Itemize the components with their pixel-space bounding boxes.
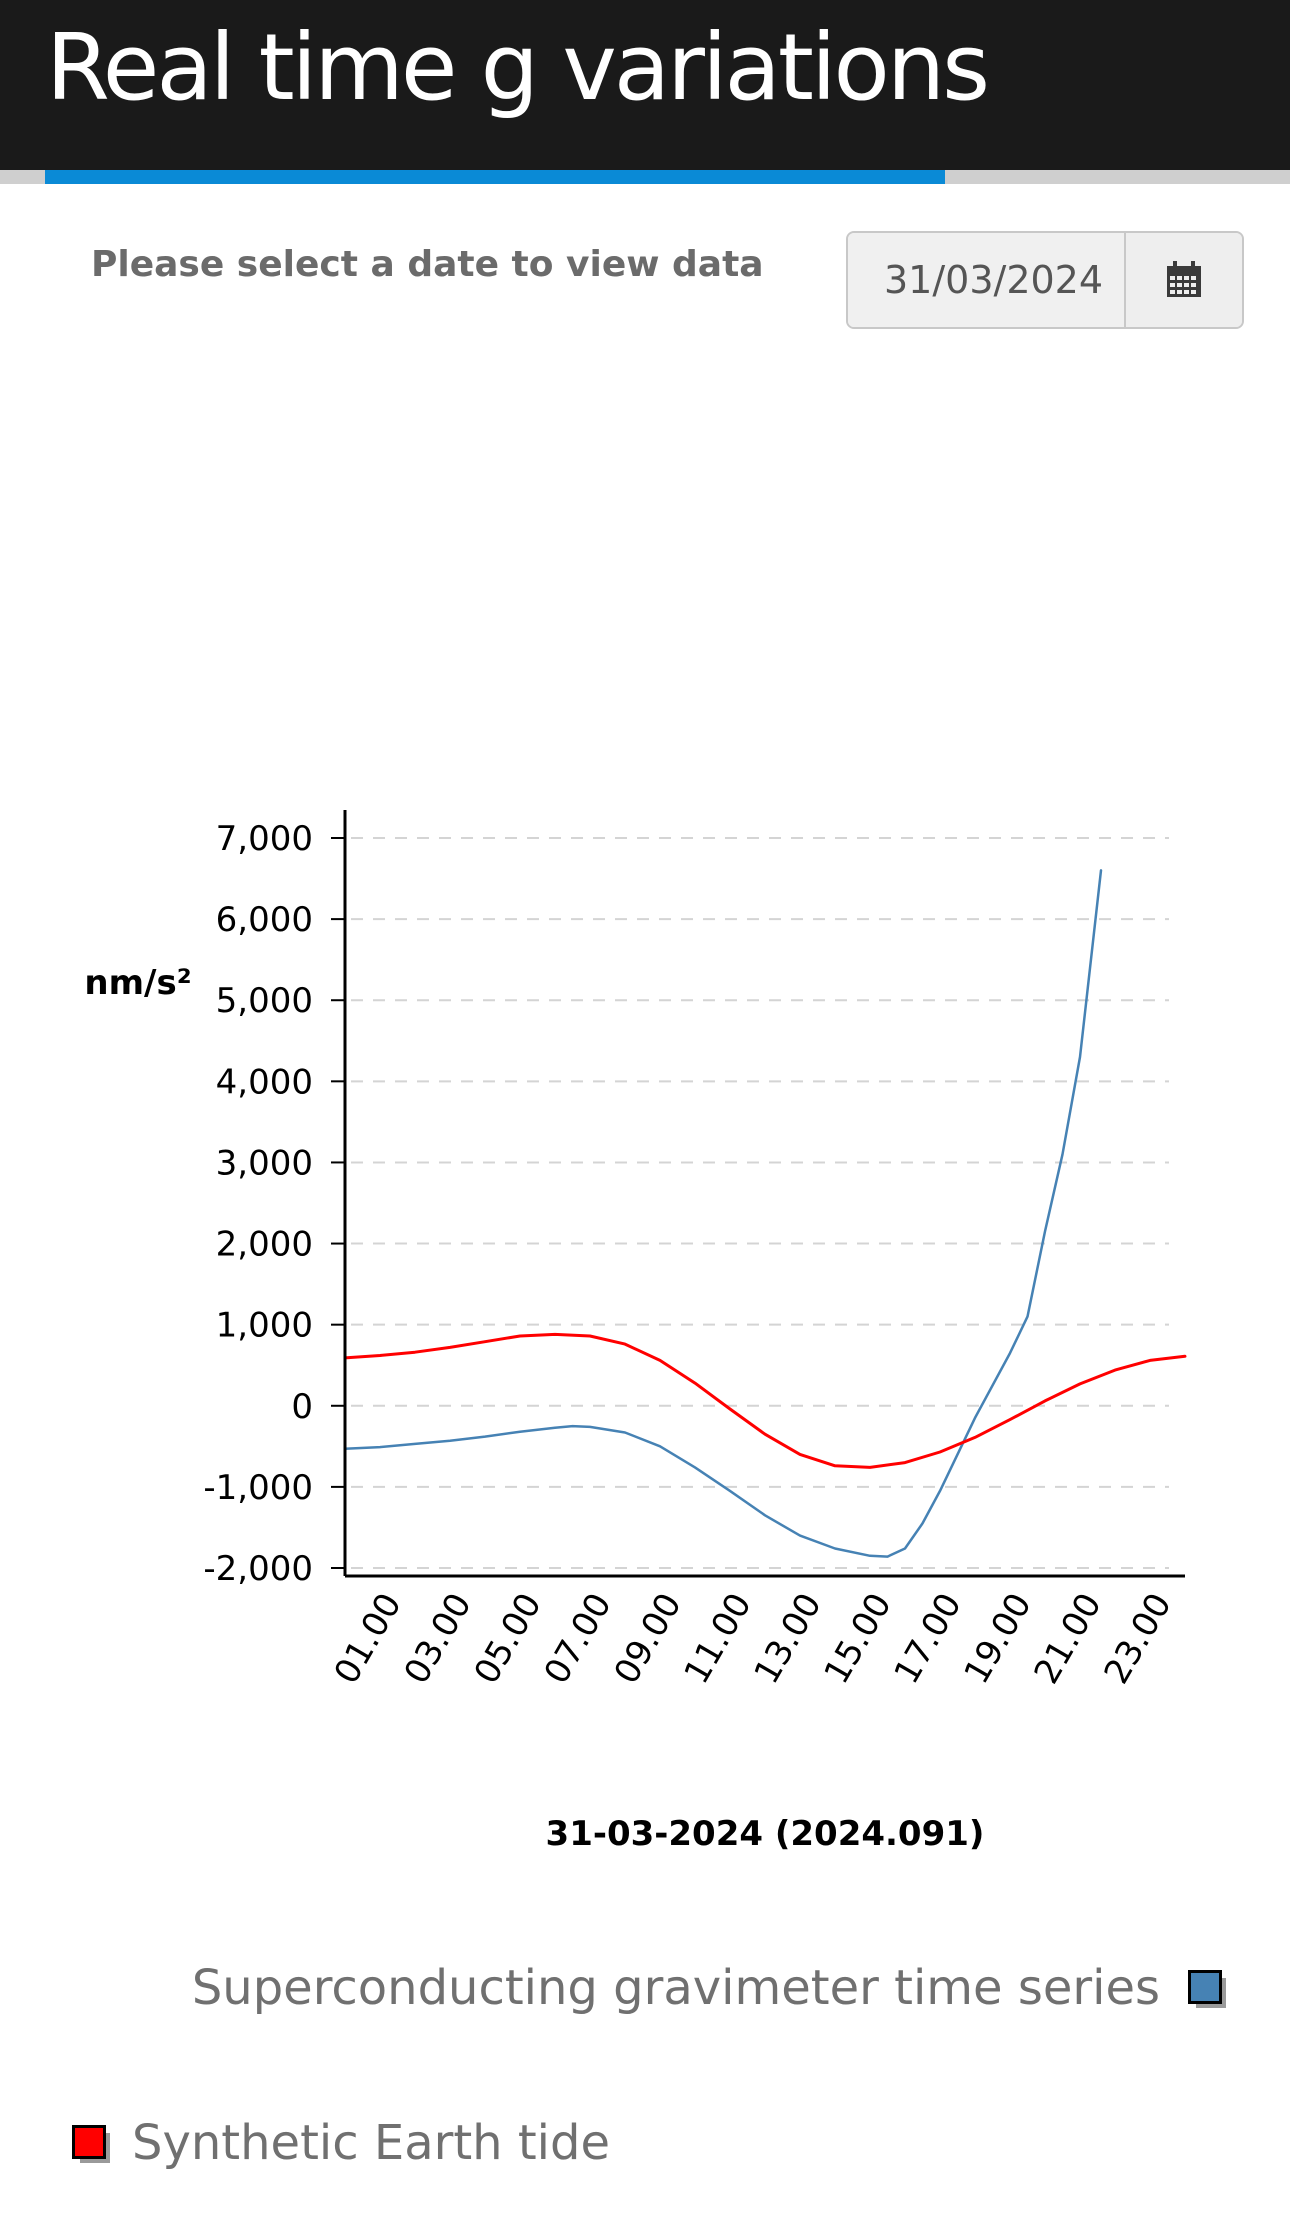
- series-line-gravimeter: [343, 869, 1103, 1558]
- y-tick-label: 6,000: [216, 900, 313, 940]
- x-tick-label: 03.00: [396, 1587, 479, 1691]
- page-header: Real time g variations: [0, 0, 1290, 170]
- legend-swatch-gravimeter: [1188, 1970, 1226, 2008]
- legend-item-earth-tide[interactable]: Synthetic Earth tide: [72, 2115, 610, 2171]
- calendar-icon: [1167, 261, 1201, 297]
- chart-axes: [343, 810, 1185, 1578]
- x-tick-labels: 01.0003.0005.0007.0009.0011.0013.0015.00…: [326, 1587, 1179, 1691]
- x-tick-label: 09.00: [606, 1587, 689, 1691]
- date-input[interactable]: [848, 233, 1126, 327]
- y-tick-label: 1,000: [216, 1306, 313, 1346]
- y-tick-label: 3,000: [216, 1143, 313, 1183]
- legend-swatch-earth-tide: [72, 2125, 110, 2163]
- calendar-button[interactable]: [1126, 233, 1242, 327]
- x-tick-label: 05.00: [466, 1587, 549, 1691]
- x-tick-label: 21.00: [1026, 1587, 1109, 1691]
- series-lines: [343, 869, 1187, 1558]
- x-tick-label: 19.00: [956, 1587, 1039, 1691]
- y-tick-label: 5,000: [216, 981, 313, 1021]
- x-tick-label: 23.00: [1096, 1587, 1179, 1691]
- x-axis-label: 31-03-2024 (2024.091): [546, 1814, 985, 1854]
- date-prompt-label: Please select a date to view data: [91, 244, 764, 285]
- legend-label-earth-tide: Synthetic Earth tide: [132, 2115, 611, 2171]
- date-picker[interactable]: [846, 231, 1244, 329]
- gravity-chart: 7,000 6,000 5,000 4,000 3,000 2,000 1,000 0 -1,0…: [84, 810, 1187, 1854]
- header-accent-bar: [45, 170, 945, 184]
- x-tick-label: 01.00: [326, 1587, 409, 1691]
- y-tick-label: -2,000: [203, 1549, 313, 1589]
- series-line-earth-tide: [343, 1332, 1187, 1469]
- y-tick-label: -1,000: [203, 1468, 313, 1508]
- x-tick-label: 17.00: [886, 1587, 969, 1691]
- y-axis-label: nm/s²: [84, 963, 191, 1003]
- x-tick-label: 07.00: [536, 1587, 619, 1691]
- legend-label-gravimeter: Superconducting gravimeter time series: [191, 1960, 1160, 2016]
- y-tick-label: 7,000: [216, 819, 313, 859]
- y-tick-label: 4,000: [216, 1062, 313, 1102]
- x-tick-label: 15.00: [816, 1587, 899, 1691]
- y-tick-label: 2,000: [216, 1225, 313, 1265]
- legend-item-gravimeter[interactable]: Superconducting gravimeter time series: [191, 1960, 1226, 2016]
- y-tick-label: 0: [291, 1387, 313, 1427]
- y-tick-labels: 7,000 6,000 5,000 4,000 3,000 2,000 1,000 0 -1,0…: [203, 819, 345, 1589]
- x-tick-label: 13.00: [746, 1587, 829, 1691]
- x-tick-label: 11.00: [676, 1587, 759, 1691]
- page-title: Real time g variations: [46, 14, 990, 121]
- grid-lines: [351, 837, 1169, 1569]
